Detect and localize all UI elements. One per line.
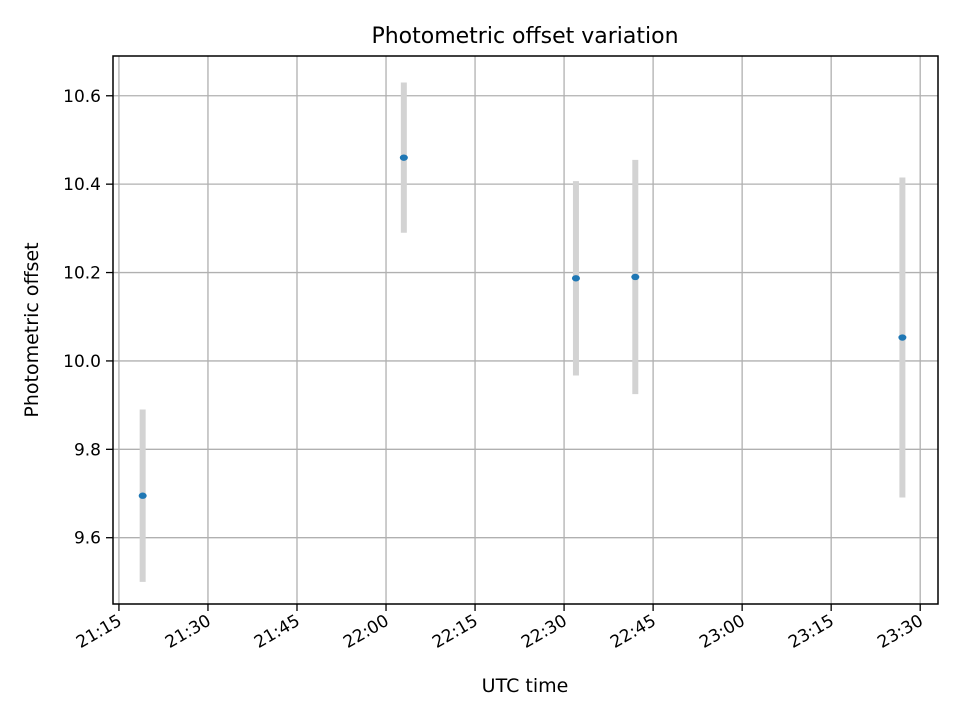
y-tick-label: 10.2 [63, 264, 101, 284]
data-point [571, 275, 580, 282]
x-tick-label: 21:45 [251, 611, 303, 653]
x-tick-label: 22:45 [607, 611, 659, 653]
x-axis-label: UTC time [482, 675, 569, 697]
x-tick-label: 21:15 [73, 611, 125, 653]
x-tick-label: 23:00 [696, 611, 748, 653]
x-tick-label: 22:15 [429, 611, 481, 653]
x-tick-label: 22:30 [518, 611, 570, 653]
y-axis-label: Photometric offset [21, 242, 43, 417]
y-tick-label: 9.6 [74, 529, 101, 549]
data-point [399, 154, 408, 161]
y-tick-label: 10.0 [63, 352, 101, 372]
x-tick-label: 23:30 [874, 611, 926, 653]
grid [113, 56, 938, 604]
y-tick-label: 10.6 [63, 87, 101, 107]
x-tick-label: 21:30 [162, 611, 214, 653]
x-tick-label: 22:00 [340, 611, 392, 653]
x-tick-label: 23:15 [785, 611, 837, 653]
plot-frame [112, 55, 939, 605]
data-point [631, 273, 640, 281]
axis-ticks: 21:15 21:30 21:45 22:00 22:15 22:30 22:45 23:00… [63, 87, 927, 653]
data-point [138, 492, 147, 499]
data-layer [138, 82, 907, 582]
y-tick-label: 9.8 [74, 440, 101, 460]
data-point [898, 334, 907, 341]
chart-title: Photometric offset variation [371, 24, 678, 49]
y-tick-label: 10.4 [63, 175, 101, 195]
